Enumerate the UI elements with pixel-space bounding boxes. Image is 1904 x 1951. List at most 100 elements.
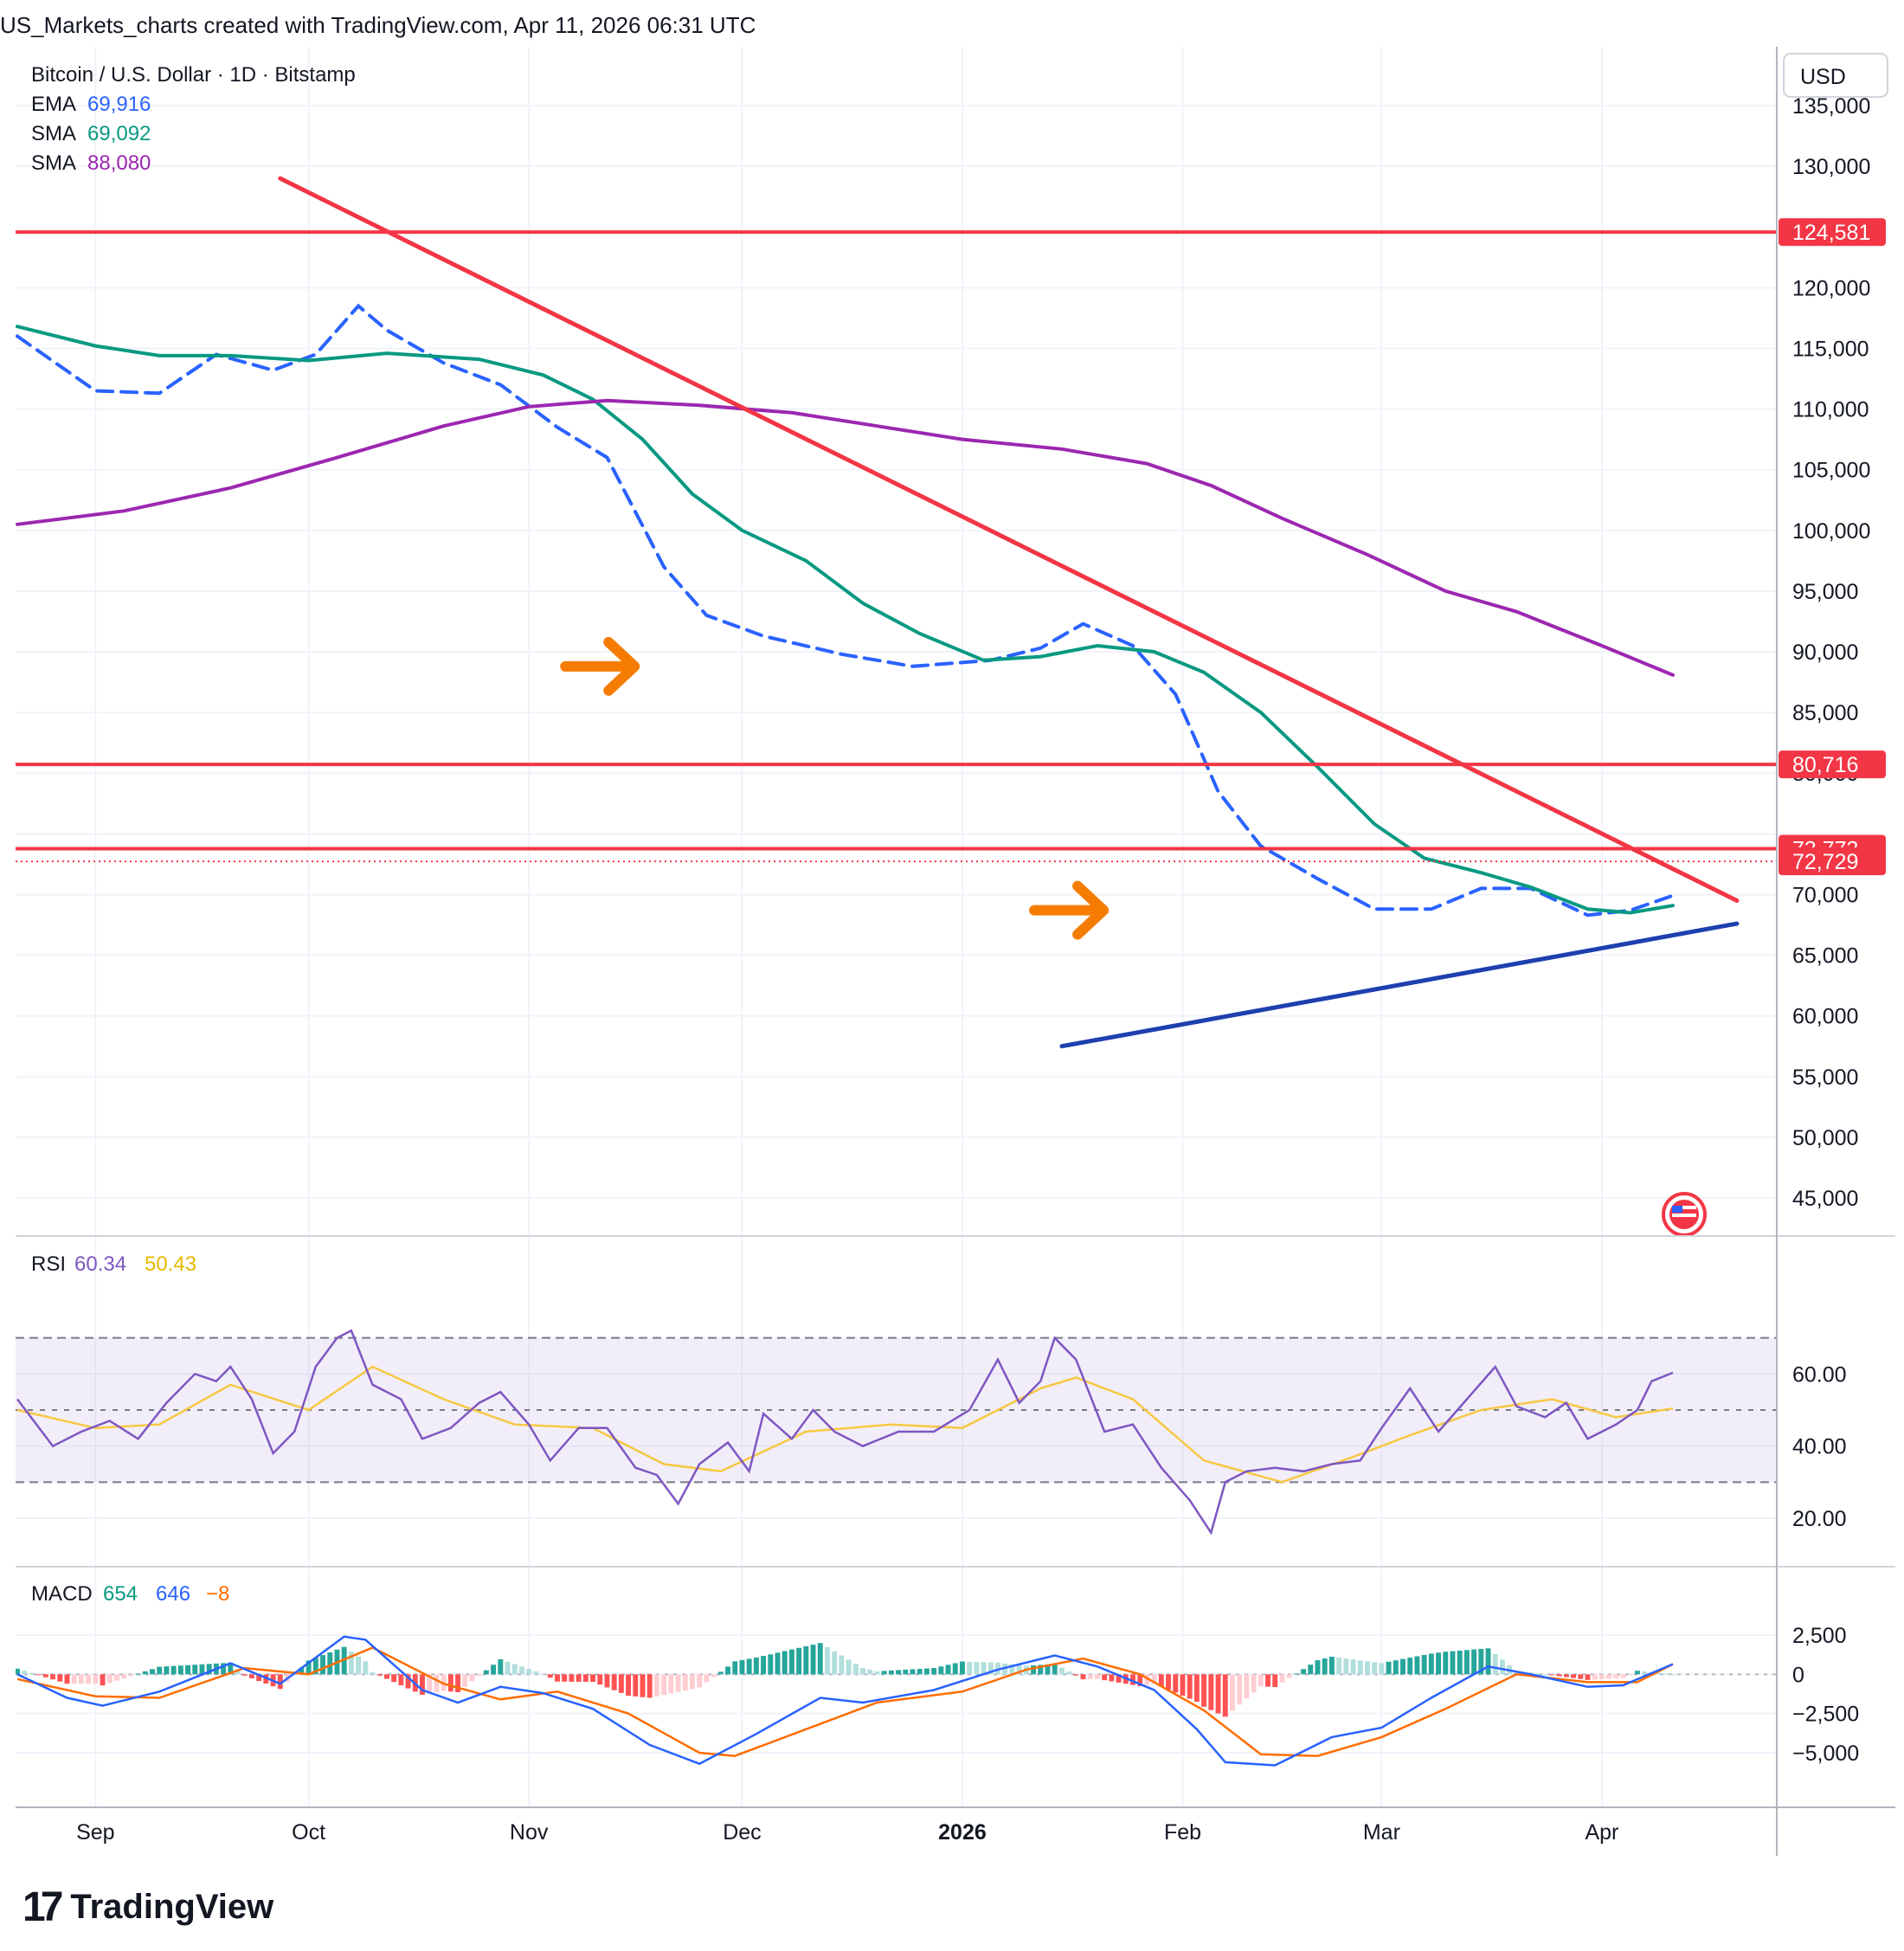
- macd-histogram-bar: [170, 1665, 177, 1675]
- macd-histogram-bar: [1322, 1658, 1328, 1675]
- macd-histogram-bar: [78, 1674, 84, 1684]
- svg-text:SMA: SMA: [31, 122, 76, 145]
- macd-histogram-bar: [739, 1659, 745, 1675]
- chart-frame[interactable]: 135,000 130,000 120,000 115,000 110,000 105,0…: [15, 47, 1895, 1856]
- macd-histogram-bar: [874, 1671, 880, 1675]
- macd-histogram-bar: [1144, 1674, 1150, 1685]
- macd-histogram-bar: [810, 1645, 816, 1675]
- macd-histogram-bar: [888, 1670, 894, 1675]
- macd-histogram-bar: [1095, 1674, 1100, 1679]
- macd-legend[interactable]: MACD 654 646 −8: [31, 1582, 229, 1606]
- macd-histogram-bar: [987, 1662, 994, 1675]
- macd-histogram-bar: [1414, 1656, 1420, 1675]
- macd-axis-tick: −5,000: [1792, 1742, 1859, 1766]
- macd-histogram-bar: [299, 1667, 305, 1675]
- price-axis-label: 124,581: [1779, 218, 1886, 247]
- chart-canvas[interactable]: 135,000 130,000 120,000 115,000 110,000 105,0…: [15, 47, 1895, 1856]
- macd-histogram-bar: [86, 1674, 92, 1684]
- macd-histogram-bar: [590, 1674, 595, 1683]
- macd-histogram-bar: [661, 1674, 667, 1696]
- time-axis-label: Sep: [76, 1820, 114, 1845]
- indicator-legend-2[interactable]: SMA 88,080: [31, 151, 151, 175]
- macd-histogram-bar: [931, 1668, 937, 1675]
- indicator-legend-0[interactable]: EMA 69,916: [31, 93, 151, 116]
- macd-histogram-bar: [1265, 1674, 1270, 1687]
- macd-histogram-bar: [1180, 1674, 1186, 1696]
- macd-histogram-bar: [391, 1674, 397, 1683]
- rsi-legend[interactable]: RSI 60.34 50.43: [31, 1252, 196, 1276]
- macd-histogram-bar: [1116, 1674, 1122, 1683]
- macd-histogram-bar: [938, 1666, 944, 1675]
- macd-histogram-bar: [1279, 1674, 1285, 1683]
- svg-text:69,916: 69,916: [87, 93, 151, 116]
- macd-histogram-bar: [1193, 1674, 1200, 1703]
- tradingview-logo[interactable]: 17 TradingView: [23, 1883, 273, 1931]
- macd-histogram-bar: [356, 1656, 362, 1675]
- macd-histogram-bar: [462, 1674, 468, 1687]
- macd-histogram-bar: [1549, 1674, 1555, 1676]
- macd-histogram-bar: [106, 1674, 113, 1684]
- macd-histogram-bar: [113, 1674, 119, 1681]
- price-axis-tick: 50,000: [1792, 1126, 1858, 1150]
- annotation-arrow-icon[interactable]: [1029, 880, 1110, 940]
- rsi-pane: [16, 1329, 1777, 1536]
- symbol-legend[interactable]: Bitcoin / U.S. Dollar · 1D · Bitstamp: [31, 63, 356, 87]
- indicator-legend-1[interactable]: SMA 69,092: [31, 122, 151, 145]
- macd-histogram-bar: [312, 1658, 318, 1675]
- macd-histogram-bar: [1016, 1664, 1022, 1675]
- svg-text:SMA: SMA: [31, 151, 76, 175]
- macd-histogram-bar: [256, 1674, 262, 1682]
- macd-histogram-bar: [15, 1668, 20, 1675]
- resistance-trendline[interactable]: [278, 176, 1740, 903]
- macd-histogram-bar: [1052, 1664, 1058, 1675]
- macd-axis-tick: 0: [1792, 1663, 1804, 1687]
- macd-histogram-bar: [903, 1669, 909, 1675]
- price-axis-tick: 60,000: [1792, 1005, 1858, 1029]
- macd-histogram-bar: [518, 1666, 524, 1675]
- macd-histogram-bar: [697, 1674, 703, 1688]
- macd-histogram-bar: [292, 1674, 298, 1676]
- macd-histogram-bar: [511, 1664, 518, 1675]
- svg-text:50.43: 50.43: [145, 1252, 196, 1276]
- macd-histogram-bar: [469, 1674, 475, 1682]
- macd-histogram-bar: [923, 1668, 929, 1675]
- macd-histogram-bar: [1663, 1673, 1669, 1675]
- macd-histogram-bar: [1492, 1653, 1498, 1675]
- macd-axis-tick: −2,500: [1792, 1703, 1859, 1727]
- macd-histogram-bar: [1087, 1674, 1093, 1679]
- time-axis-label: Feb: [1164, 1820, 1201, 1845]
- currency-button[interactable]: USD: [1783, 53, 1888, 98]
- macd-histogram-bar: [974, 1662, 980, 1675]
- macd-histogram-bar: [228, 1662, 234, 1675]
- macd-histogram-bar: [71, 1674, 77, 1684]
- ema-line-0: [16, 303, 1675, 918]
- macd-histogram-bar: [526, 1669, 532, 1675]
- macd-histogram-bar: [221, 1663, 227, 1675]
- macd-histogram-bar: [348, 1652, 354, 1675]
- macd-histogram-bar: [881, 1671, 887, 1675]
- macd-histogram-bar: [860, 1667, 865, 1675]
- macd-histogram-bar: [476, 1674, 482, 1676]
- us-economic-event-icon[interactable]: [1662, 1192, 1707, 1237]
- macd-histogram-bar: [1222, 1674, 1228, 1717]
- macd-histogram-bar: [839, 1655, 845, 1675]
- macd-histogram-bar: [434, 1674, 440, 1693]
- macd-histogram-bar: [192, 1664, 198, 1675]
- macd-histogram-bar: [846, 1659, 852, 1675]
- macd-histogram-bar: [1365, 1661, 1370, 1675]
- macd-histogram-bar: [1237, 1674, 1243, 1705]
- macd-histogram-bar: [370, 1672, 376, 1675]
- axes: 135,000 130,000 120,000 115,000 110,000 105,0…: [16, 47, 1895, 1856]
- time-axis-label: Mar: [1363, 1820, 1400, 1845]
- macd-histogram-bar: [1478, 1648, 1484, 1675]
- macd-histogram-bar: [1009, 1664, 1015, 1675]
- macd-histogram-bar: [1301, 1669, 1307, 1675]
- macd-histogram-bar: [1606, 1674, 1612, 1679]
- time-axis-label: Dec: [723, 1820, 761, 1845]
- macd-histogram-bar: [398, 1674, 404, 1685]
- macd-histogram-bar: [57, 1674, 63, 1682]
- annotation-arrow-icon[interactable]: [560, 636, 640, 696]
- support-trendline[interactable]: [1059, 921, 1740, 1049]
- macd-histogram-bar: [896, 1670, 902, 1675]
- macd-histogram-bar: [1450, 1651, 1456, 1675]
